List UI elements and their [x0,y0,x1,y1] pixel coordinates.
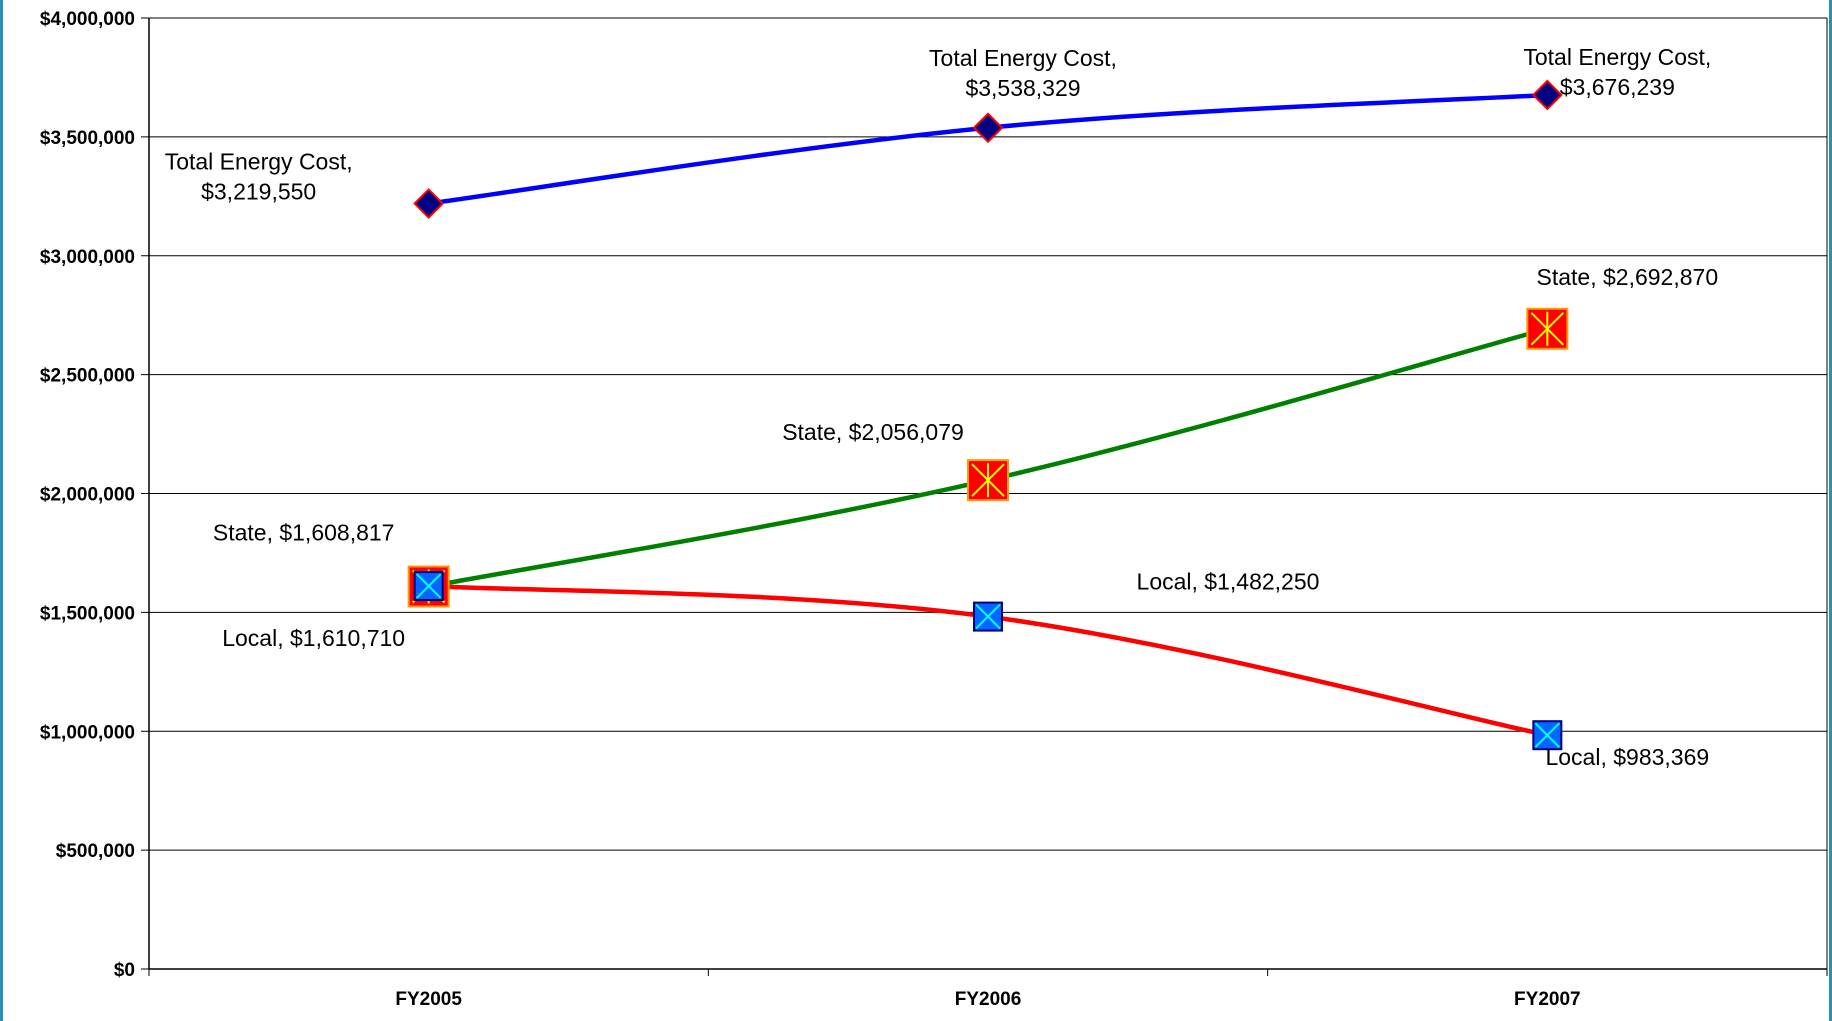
marker-local [973,601,1003,632]
data-label: Local, $1,482,250 [1137,569,1320,595]
x-tick-label: FY2005 [395,989,462,1010]
data-label: State, $2,692,870 [1537,264,1719,290]
y-tick-label: $3,000,000 [40,247,135,268]
data-label: State, $2,056,079 [782,419,964,445]
y-tick-label: $1,000,000 [40,722,135,743]
data-label: State, $1,608,817 [213,520,395,546]
y-tick-label: $4,000,000 [40,9,135,30]
data-label: Total Energy Cost, $3,219,550 [165,149,353,205]
x-tick-label: FY2006 [955,989,1022,1010]
marker-local [413,571,444,602]
marker-local [1532,720,1563,751]
series-line-state [428,326,1548,589]
x-tick-label: FY2007 [1514,989,1581,1010]
data-label: Local, $1,610,710 [222,625,405,651]
data-label: Total Energy Cost, $3,676,239 [1523,44,1711,100]
marker-total-energy-cost [972,112,1004,144]
data-label: Total Energy Cost, $3,538,329 [929,45,1117,101]
marker-state [967,459,1009,502]
y-tick-label: $500,000 [56,841,135,862]
y-tick-label: $2,500,000 [40,366,135,387]
data-label: Local, $983,369 [1545,744,1709,770]
marker-total-energy-cost [413,188,445,219]
y-tick-label: $3,500,000 [40,128,135,149]
marker-total-energy-cost [1531,79,1563,111]
marker-state [1526,307,1569,350]
y-tick-label: $1,500,000 [40,603,135,624]
y-tick-label: $0 [114,960,135,981]
line-chart: $0 $500,000 $1,000,000 $1,500,000 $2,000,000… [40,9,1828,1010]
series-line-total-energy-cost [428,92,1548,206]
y-tick-label: $2,000,000 [40,485,135,506]
